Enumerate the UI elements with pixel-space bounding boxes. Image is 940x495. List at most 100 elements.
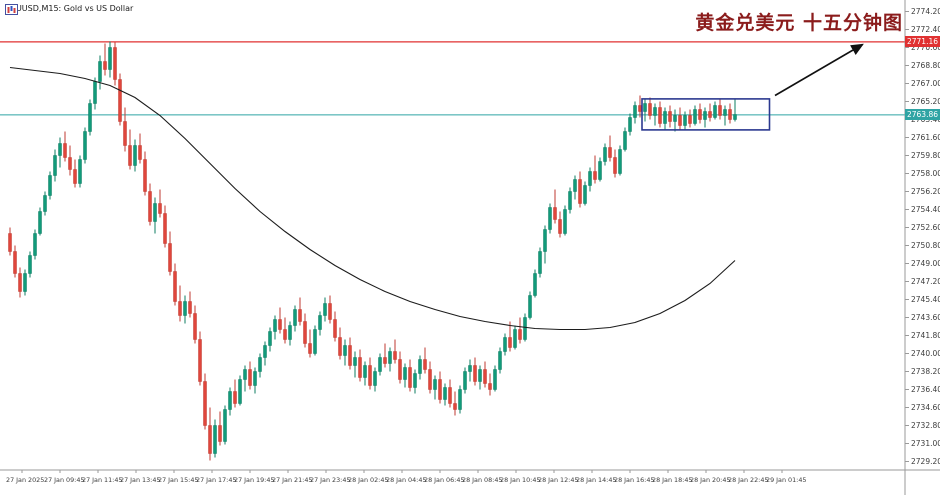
candle-body: [378, 357, 382, 372]
chinese-annotation: 黄金兑美元 十五分钟图: [695, 12, 903, 34]
candle-body: [138, 145, 142, 160]
candle-body: [523, 317, 527, 340]
x-tick-label: 29 Jan 01:45: [766, 476, 806, 484]
candle-body: [638, 105, 642, 112]
y-tick-label: 2754.40: [911, 205, 940, 214]
y-tick-label: 2741.80: [911, 331, 940, 340]
candle-body: [653, 107, 657, 116]
y-tick-label: 2745.40: [911, 295, 940, 304]
x-tick-label: 27 Jan 21:45: [272, 476, 312, 484]
candle-body: [63, 143, 67, 158]
candle-body: [178, 301, 182, 316]
y-tick-label: 2774.20: [911, 7, 940, 16]
candle-body: [518, 329, 522, 340]
candle-body: [553, 207, 557, 220]
candle-body: [503, 337, 507, 352]
candle-body: [548, 207, 552, 230]
candle-body: [288, 325, 292, 340]
candle-body: [453, 403, 457, 410]
candle-body: [303, 321, 307, 344]
candle-body: [673, 115, 677, 122]
candle-body: [88, 103, 92, 132]
chart-icon: [5, 4, 18, 15]
candle-body: [528, 295, 532, 318]
candle-body: [498, 351, 502, 370]
y-tick-label: 2759.80: [911, 151, 940, 160]
candle-body: [598, 161, 602, 180]
candle-body: [188, 301, 192, 314]
candle-body: [298, 309, 302, 322]
candle-body: [568, 191, 572, 210]
x-tick-label: 28 Jan 10:45: [500, 476, 540, 484]
candle-body: [633, 105, 637, 118]
candle-body: [603, 147, 607, 162]
candle-body: [53, 155, 57, 176]
chart-title-bar: XAUUSD,M15: Gold vs US Dollar: [5, 4, 133, 15]
candle-body: [438, 379, 442, 400]
candle-body: [238, 379, 242, 404]
candle-body: [588, 171, 592, 186]
candle-body: [193, 313, 197, 340]
candle-body: [418, 359, 422, 374]
candle-body: [468, 365, 472, 372]
candle-body: [613, 157, 617, 174]
candle-body: [283, 329, 287, 340]
candle-body: [203, 381, 207, 426]
candle-body: [663, 111, 667, 124]
candle-body: [703, 111, 707, 120]
y-tick-label: 2756.20: [911, 187, 940, 196]
candle-body: [423, 359, 427, 370]
y-tick-label: 2736.40: [911, 385, 940, 394]
candle-body: [368, 365, 372, 386]
candle-body: [608, 147, 612, 158]
candle-body: [198, 339, 202, 382]
candle-body: [78, 159, 82, 184]
candle-body: [348, 345, 352, 366]
candle-body: [28, 255, 32, 274]
candle-body: [458, 389, 462, 410]
candle-body: [723, 109, 727, 116]
x-tick-label: 28 Jan 06:45: [424, 476, 464, 484]
y-tick-label: 2767.00: [911, 79, 940, 88]
candle-body: [708, 111, 712, 118]
candle-body: [583, 185, 587, 204]
candle-body: [728, 109, 732, 120]
candle-body: [543, 229, 547, 252]
candle-body: [393, 351, 397, 360]
candle-body: [618, 149, 622, 174]
candle-body: [488, 383, 492, 390]
candle-body: [23, 273, 27, 292]
candle-body: [388, 351, 392, 364]
candle-body: [428, 369, 432, 390]
candle-body: [208, 425, 212, 454]
candle-body: [163, 213, 167, 244]
y-axis: 2774.20 2772.40 2770.60 2768.80 2767.00 2765.…: [904, 0, 940, 495]
x-tick-label: 28 Jan 12:45: [538, 476, 578, 484]
candle-body: [363, 365, 367, 378]
candle-body: [243, 369, 247, 380]
candle-body: [113, 47, 117, 80]
y-tick-label: 2729.20: [911, 457, 940, 466]
candle-body: [293, 309, 297, 326]
candle-body: [148, 191, 152, 222]
y-tick-label: 2749.00: [911, 259, 940, 268]
y-tick-label: 2734.60: [911, 403, 940, 412]
x-tick-label: 28 Jan 20:45: [690, 476, 730, 484]
candle-body: [698, 109, 702, 120]
candle-body: [623, 131, 627, 150]
candle-body: [253, 371, 257, 386]
candle-body: [333, 319, 337, 338]
candle-body: [228, 391, 232, 410]
candle-body: [43, 195, 47, 212]
moving-average-line: [9, 66, 736, 331]
x-tick-label: 28 Jan 08:45: [462, 476, 502, 484]
candle-body: [168, 243, 172, 272]
consolidation-box[interactable]: [641, 98, 771, 131]
x-tick-label: 28 Jan 22:45: [728, 476, 768, 484]
x-tick-label: 28 Jan 16:45: [614, 476, 654, 484]
candle-body: [658, 107, 662, 124]
candle-body: [383, 357, 387, 364]
trend-arrow[interactable]: [774, 43, 864, 97]
